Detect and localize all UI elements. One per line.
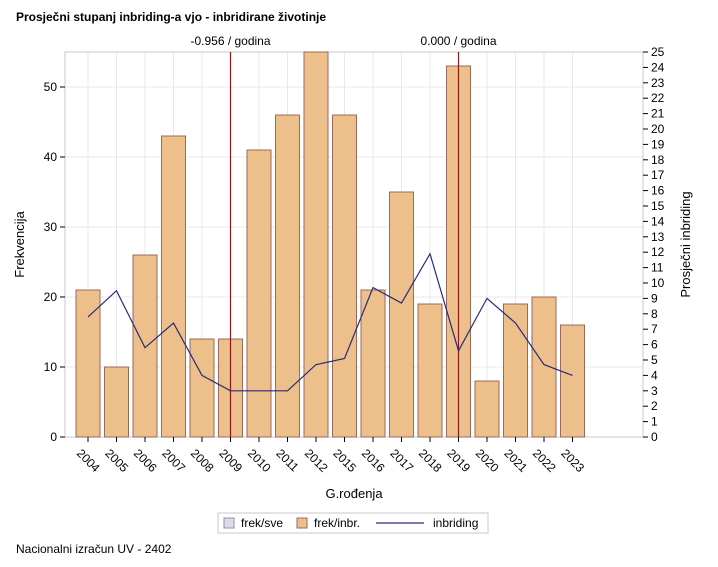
bar — [303, 51, 329, 438]
y2-tick-label: 8 — [651, 307, 658, 321]
bar — [503, 303, 528, 438]
y-tick-label: 40 — [44, 150, 58, 164]
bar — [189, 338, 215, 438]
bar — [75, 289, 101, 438]
y2-axis-label: Prosječni inbriding — [678, 191, 693, 297]
y2-tick-label: 15 — [651, 199, 665, 213]
x-tick-label: 2009 — [216, 446, 245, 475]
y2-tick-label: 23 — [651, 76, 665, 90]
y-tick-label: 50 — [44, 80, 58, 94]
x-tick-label: 2022 — [530, 446, 559, 475]
x-tick-label: 2015 — [330, 446, 359, 475]
bar — [132, 254, 158, 438]
legend-swatch-frek-inbr — [296, 517, 308, 529]
reference-line-label: -0.956 / godina — [190, 34, 270, 48]
y-tick-label: 30 — [44, 220, 58, 234]
y2-tick-label: 6 — [651, 338, 658, 352]
legend-label: frek/inbr. — [314, 516, 360, 530]
y-tick-label: 10 — [44, 360, 58, 374]
x-tick-label: 2010 — [245, 446, 274, 475]
y2-tick-label: 24 — [651, 60, 665, 74]
legend-label: inbriding — [433, 516, 478, 530]
y2-tick-label: 21 — [651, 107, 665, 121]
y2-tick-label: 18 — [651, 153, 665, 167]
x-tick-label: 2006 — [131, 446, 160, 475]
x-tick-label: 2023 — [558, 446, 587, 475]
footer-note: Nacionalni izračun UV - 2402 — [16, 542, 172, 556]
legend-swatch-frek-sve — [223, 517, 235, 529]
x-tick-label: 2017 — [387, 446, 416, 475]
y2-tick-label: 7 — [651, 322, 658, 336]
x-tick-label: 2012 — [302, 446, 331, 475]
x-tick-label: 2019 — [444, 446, 473, 475]
reference-line-label: 0.000 / godina — [420, 34, 496, 48]
y2-tick-label: 11 — [651, 261, 664, 275]
x-tick-label: 2005 — [102, 446, 131, 475]
x-tick-label: 2016 — [359, 446, 388, 475]
y2-tick-label: 12 — [651, 245, 665, 259]
bar — [417, 303, 443, 438]
y2-tick-label: 13 — [651, 230, 665, 244]
y2-tick-label: 22 — [651, 91, 665, 105]
bar — [560, 324, 585, 438]
bar — [360, 289, 386, 438]
bar — [474, 380, 500, 438]
inbriding-line — [87, 252, 573, 392]
y2-tick-label: 19 — [651, 137, 665, 151]
x-tick-label: 2018 — [416, 446, 445, 475]
y2-tick-label: 14 — [651, 214, 665, 228]
x-axis-label: G.rođenja — [325, 486, 383, 501]
y2-tick-label: 17 — [651, 168, 665, 182]
x-tick-label: 2007 — [159, 446, 188, 475]
y2-tick-label: 2 — [651, 399, 658, 413]
bar — [161, 135, 186, 438]
bar — [389, 191, 414, 438]
bar — [246, 149, 272, 438]
x-tick-label: 2011 — [273, 446, 301, 474]
y-axis-label: Frekvencija — [12, 210, 27, 277]
y-tick-label: 20 — [44, 290, 58, 304]
x-tick-label: 2004 — [74, 446, 103, 475]
y2-tick-label: 10 — [651, 276, 665, 290]
x-tick-label: 2021 — [501, 446, 530, 475]
y2-tick-label: 4 — [651, 368, 658, 382]
y2-tick-label: 1 — [651, 415, 658, 429]
y2-tick-label: 16 — [651, 184, 665, 198]
y2-tick-label: 0 — [651, 430, 658, 444]
bar — [332, 114, 357, 438]
y2-tick-label: 5 — [651, 353, 658, 367]
y2-tick-label: 9 — [651, 291, 658, 305]
x-tick-label: 2008 — [188, 446, 217, 475]
bar — [531, 296, 557, 438]
legend-box — [217, 512, 489, 534]
chart-title: Prosječni stupanj inbriding-a vjo - inbr… — [16, 10, 327, 24]
x-tick-label: 2020 — [473, 446, 502, 475]
y2-tick-label: 3 — [651, 384, 658, 398]
y2-tick-label: 25 — [651, 45, 665, 59]
bar — [104, 366, 129, 438]
y2-tick-label: 20 — [651, 122, 665, 136]
y-tick-label: 0 — [50, 430, 57, 444]
bar — [275, 114, 300, 438]
legend-label: frek/sve — [241, 516, 283, 530]
